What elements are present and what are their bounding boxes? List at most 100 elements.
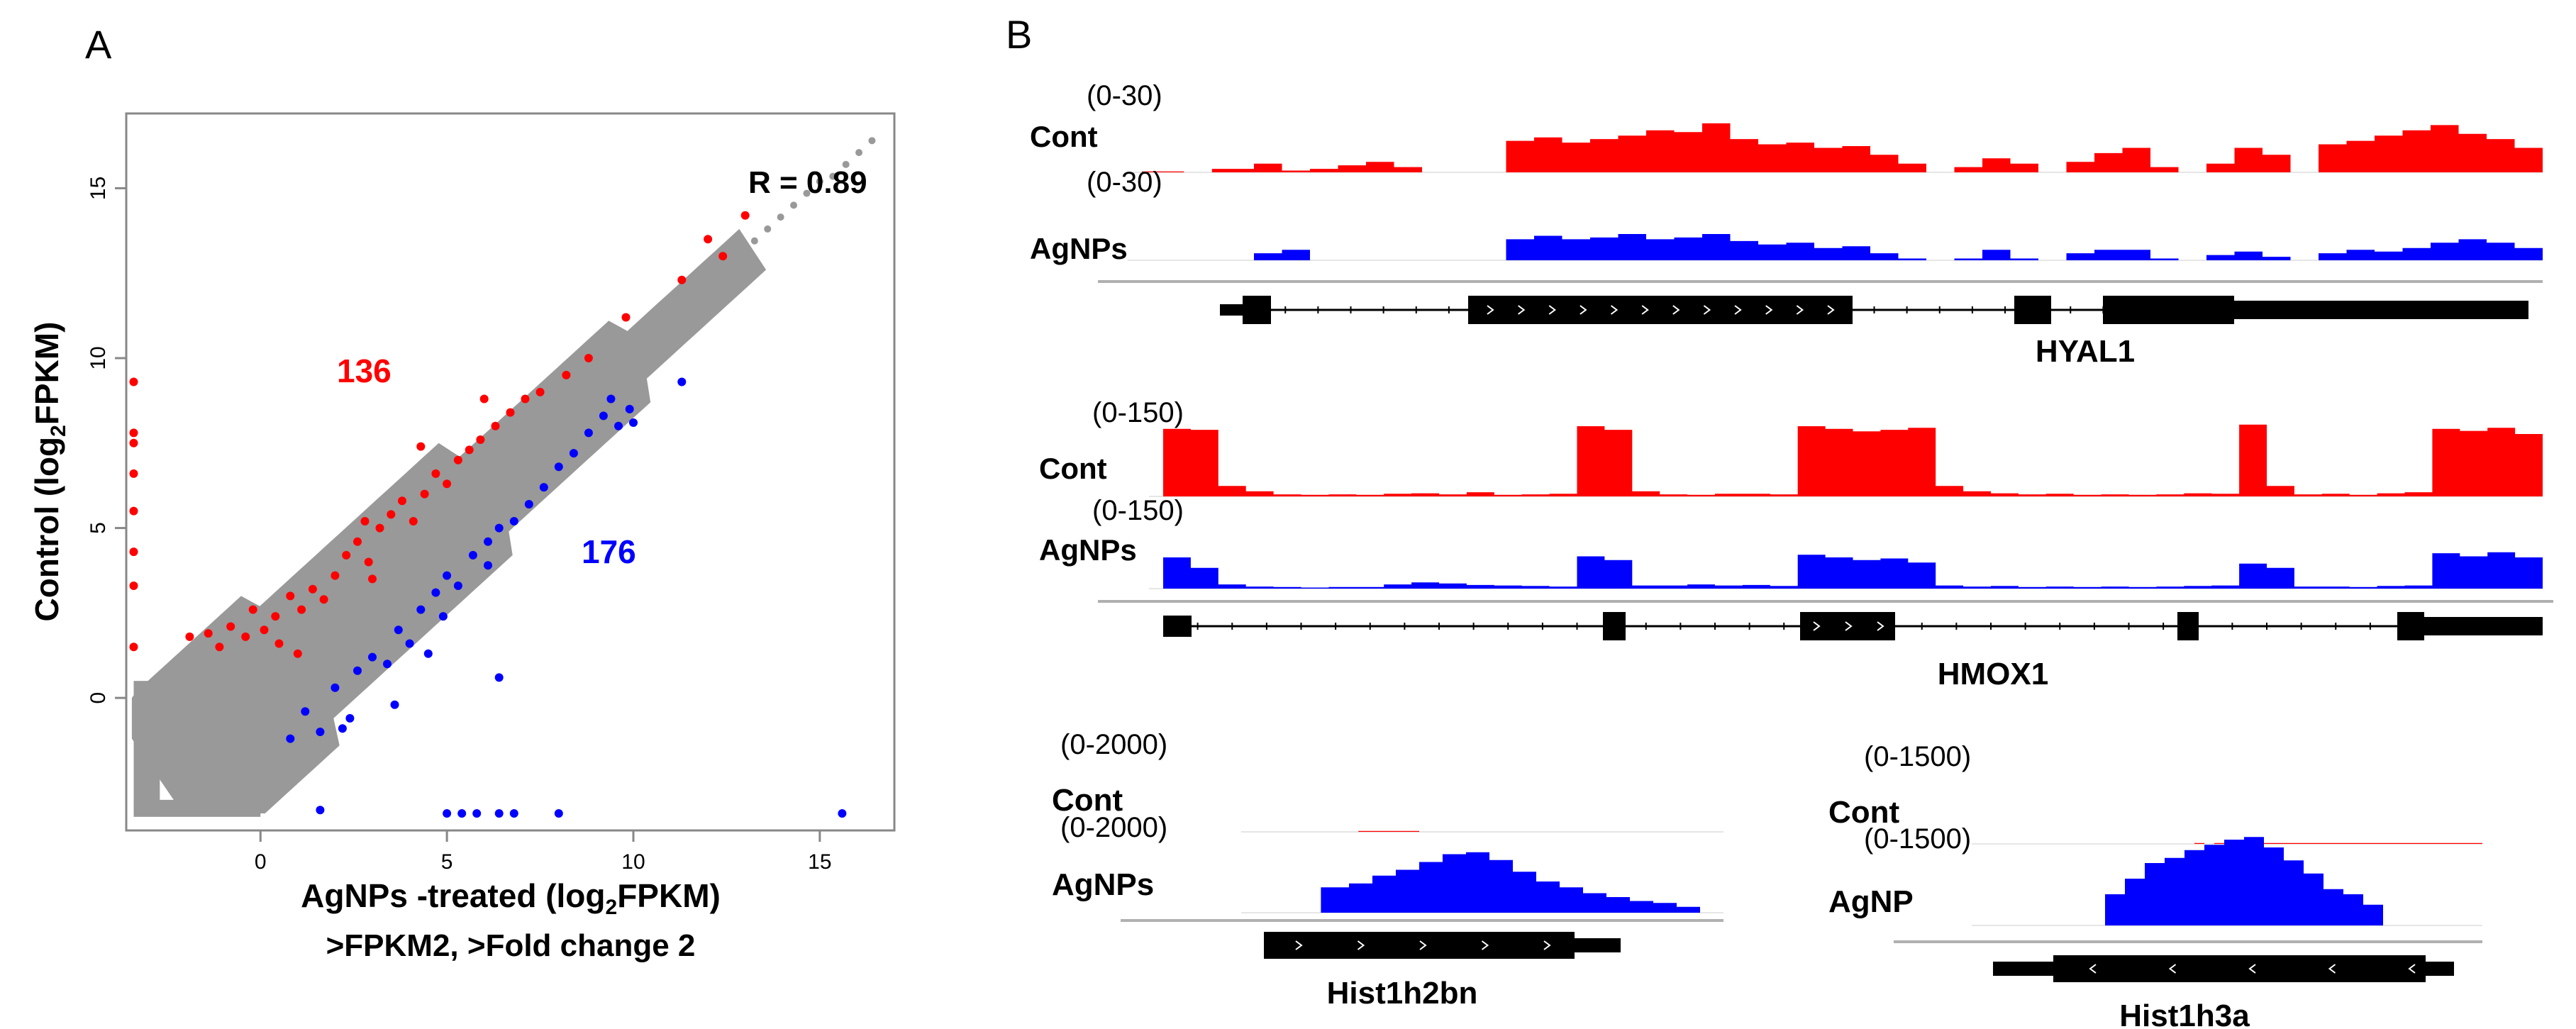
neutral-point [868, 137, 876, 145]
data-point [383, 660, 392, 669]
y-axis-title-end: FPKM) [28, 322, 65, 425]
track-range-label: (0-150) [1092, 397, 1184, 428]
data-point [569, 449, 578, 458]
exon-block [2234, 301, 2528, 319]
strand-chevron [1703, 305, 1711, 315]
track-range-label: (0-1500) [1864, 741, 1971, 772]
down-count-label: 176 [582, 533, 636, 570]
data-point [375, 523, 384, 533]
track-name-label: AgNPs [1039, 533, 1137, 567]
plot-frame [125, 112, 896, 832]
neutral-point [816, 177, 823, 185]
gene-name-label: Hist1h3a [2119, 999, 2250, 1029]
data-point [260, 625, 269, 635]
neutral-point [711, 272, 719, 280]
data-point [472, 809, 482, 818]
y-tick-label: 15 [87, 177, 110, 200]
data-point [494, 673, 504, 682]
gene-name-label: HYAL1 [2036, 334, 2135, 369]
data-point [293, 649, 302, 658]
x-tick-label: 0 [255, 850, 267, 874]
data-point [476, 435, 485, 444]
strand-chevron [1419, 940, 1427, 950]
exon-block [2177, 612, 2199, 640]
data-point [431, 588, 440, 597]
data-point [554, 462, 563, 472]
data-point [398, 496, 406, 506]
strand-chevron [2168, 964, 2177, 974]
strand-chevron [1813, 621, 1821, 631]
strand-chevron [1357, 940, 1365, 950]
strand-chevron [1610, 305, 1619, 315]
data-point [423, 649, 433, 658]
data-point [360, 517, 370, 525]
neutral-point [777, 213, 784, 221]
track-range-label: (0-30) [1087, 80, 1162, 111]
strand-chevron [1481, 940, 1489, 950]
gene-name-label: Hist1h2bn [1327, 976, 1478, 1011]
x-axis-title: AgNPs -treated (log2FPKM) [301, 877, 721, 919]
strand-chevron [1641, 305, 1649, 315]
exon-block [2426, 962, 2454, 976]
x-tick-label: 5 [441, 850, 453, 874]
scatter-plot: 0 5 10 15 0 5 10 15 R = 0.89 136 176 AgNPs -tre… [28, 112, 896, 963]
neutral-point [725, 261, 733, 269]
exon-block [1800, 612, 1895, 640]
strand-chevron [1543, 940, 1551, 950]
track-name-label: Cont [1828, 795, 1900, 830]
neutral-density-cloud [131, 228, 767, 813]
data-point [535, 387, 545, 396]
data-point [185, 632, 194, 641]
y-axis-title-main: Control (log [28, 437, 65, 622]
gene-model [1993, 955, 2454, 982]
strand-chevron [2248, 964, 2256, 974]
exon-block [2053, 955, 2426, 982]
data-point [740, 211, 750, 220]
exon-block [2014, 296, 2051, 324]
x-axis-title-main: AgNPs -treated (log [301, 877, 605, 914]
data-point [353, 666, 362, 675]
data-point [129, 643, 138, 652]
data-point [394, 625, 403, 635]
data-point [704, 235, 713, 244]
x-tick-label: 10 [621, 850, 645, 874]
neutral-point [738, 249, 745, 257]
neutral-point [803, 189, 811, 197]
data-point [614, 421, 623, 430]
correlation-annotation: R = 0.89 [748, 165, 867, 200]
data-point [342, 550, 351, 560]
coverage-area [1142, 123, 2543, 172]
data-point [494, 809, 504, 818]
data-point [494, 523, 504, 533]
coverage-area [1255, 852, 1723, 913]
data-point [718, 252, 728, 261]
strand-chevron [1548, 305, 1556, 315]
data-point [562, 370, 571, 379]
data-point [416, 605, 426, 614]
data-point [387, 510, 396, 519]
neutral-point [855, 149, 863, 157]
y-tick-label: 5 [87, 522, 110, 534]
scatter-axis-ticks: 0 5 10 15 0 5 10 15 [87, 177, 832, 874]
data-point [677, 377, 687, 386]
neutral-floor-band [133, 799, 261, 817]
data-point [457, 809, 467, 818]
strand-chevron [1518, 305, 1526, 315]
gene-block-hmox1: (0-150) Cont (0-150) AgNPs HMOX1 [1039, 397, 2553, 691]
data-point [241, 632, 250, 641]
gene-model [1220, 296, 2528, 324]
data-point [521, 394, 530, 404]
gene-model [1264, 932, 1621, 959]
data-point [405, 639, 414, 648]
data-point [390, 700, 399, 709]
data-point [129, 469, 138, 478]
strand-chevron [2408, 964, 2416, 974]
track-name-label: Cont [1039, 452, 1107, 485]
track-name-label: AgNP [1828, 884, 1914, 919]
data-point [584, 428, 593, 438]
data-point [465, 445, 474, 455]
data-point [129, 547, 138, 557]
data-point [506, 408, 515, 417]
